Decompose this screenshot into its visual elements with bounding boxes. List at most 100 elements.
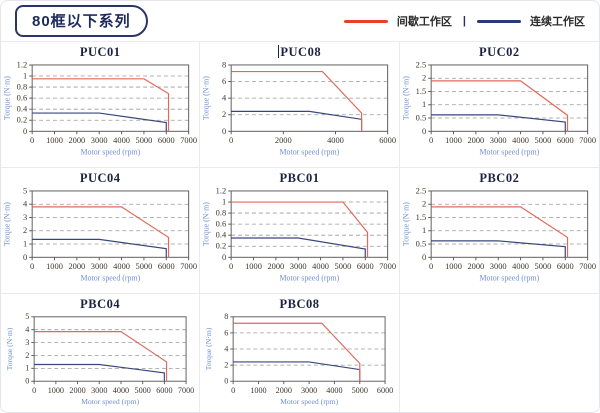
svg-text:Motor speed (rpm): Motor speed (rpm) xyxy=(80,274,140,283)
svg-text:1000: 1000 xyxy=(445,136,462,145)
svg-text:Torque (N·m): Torque (N·m) xyxy=(2,76,11,120)
svg-text:0: 0 xyxy=(23,253,27,262)
svg-text:2000: 2000 xyxy=(68,136,85,145)
svg-text:6000: 6000 xyxy=(158,262,175,271)
svg-text:7000: 7000 xyxy=(379,262,396,271)
svg-text:7000: 7000 xyxy=(180,262,197,271)
chart-title: PUC08 xyxy=(277,45,321,60)
svg-text:4: 4 xyxy=(23,200,28,209)
legend: 间歇工作区 | 连续工作区 xyxy=(343,13,585,29)
svg-text:3000: 3000 xyxy=(290,262,307,271)
svg-text:6000: 6000 xyxy=(377,386,393,395)
svg-text:0: 0 xyxy=(32,386,36,395)
svg-text:6000: 6000 xyxy=(158,136,175,145)
legend-separator: | xyxy=(462,15,466,27)
svg-text:2000: 2000 xyxy=(467,262,484,271)
svg-text:3: 3 xyxy=(23,213,27,222)
svg-text:0: 0 xyxy=(30,136,34,145)
svg-text:0: 0 xyxy=(222,127,226,136)
svg-text:7000: 7000 xyxy=(579,136,596,145)
svg-text:Torque (N·m): Torque (N·m) xyxy=(401,76,410,120)
chart-pbc01: PBC01 0 1000 2000 3000 4000 5000 6000 7000 0 0.2 0… xyxy=(200,168,400,294)
svg-text:5000: 5000 xyxy=(134,386,150,395)
svg-text:0.6: 0.6 xyxy=(216,220,227,229)
svg-text:0: 0 xyxy=(229,136,233,145)
svg-text:3: 3 xyxy=(25,338,29,347)
chart-grid: PUC01 0 1000 2000 3000 4000 5000 6000 7000 0 0.2 0… xyxy=(1,41,599,412)
text-cursor xyxy=(277,45,280,58)
svg-text:Torque (N·m): Torque (N·m) xyxy=(204,327,213,370)
svg-text:0.5: 0.5 xyxy=(416,114,427,123)
svg-text:1000: 1000 xyxy=(46,262,63,271)
svg-text:0.2: 0.2 xyxy=(16,116,27,125)
svg-text:2: 2 xyxy=(25,351,29,360)
svg-text:2000: 2000 xyxy=(69,386,85,395)
svg-text:1: 1 xyxy=(23,71,27,80)
svg-text:5000: 5000 xyxy=(135,136,152,145)
chart-title: PBC08 xyxy=(279,297,320,311)
svg-text:1000: 1000 xyxy=(245,262,262,271)
torque-speed-plot: 0 1000 2000 3000 4000 5000 6000 7000 0 0.5 1 1.5 2 2.… xyxy=(401,186,596,282)
chart-title: PBC01 xyxy=(279,171,320,185)
svg-text:Torque (N·m): Torque (N·m) xyxy=(201,202,210,246)
svg-text:0.5: 0.5 xyxy=(416,240,427,249)
svg-text:4000: 4000 xyxy=(512,136,529,145)
series-tag: 80框以下系列 xyxy=(15,5,148,37)
svg-text:1000: 1000 xyxy=(445,262,462,271)
svg-text:Motor speed (rpm): Motor speed (rpm) xyxy=(479,148,539,157)
svg-text:4000: 4000 xyxy=(112,386,128,395)
svg-text:6: 6 xyxy=(224,328,228,337)
svg-text:1000: 1000 xyxy=(250,386,266,395)
torque-speed-plot: 0 1000 2000 3000 4000 5000 6000 0 2 4 6 8 Motor spee… xyxy=(204,312,393,406)
svg-text:1.2: 1.2 xyxy=(216,186,227,195)
chart-pbc02: PBC02 0 1000 2000 3000 4000 5000 6000 7000 0 0.5 1… xyxy=(399,168,599,294)
svg-text:2000: 2000 xyxy=(467,136,484,145)
svg-text:6000: 6000 xyxy=(156,386,172,395)
svg-text:5000: 5000 xyxy=(534,262,551,271)
svg-text:2: 2 xyxy=(222,110,226,119)
svg-text:0.2: 0.2 xyxy=(216,242,227,251)
svg-text:2.5: 2.5 xyxy=(416,60,427,69)
svg-text:Torque (N·m): Torque (N·m) xyxy=(201,76,210,120)
svg-text:4000: 4000 xyxy=(312,262,329,271)
svg-text:0: 0 xyxy=(429,262,433,271)
svg-text:0: 0 xyxy=(422,127,426,136)
chart-puc01: PUC01 0 1000 2000 3000 4000 5000 6000 7000 0 0.2 0… xyxy=(1,42,201,168)
svg-text:2: 2 xyxy=(23,226,27,235)
svg-text:5: 5 xyxy=(23,186,27,195)
svg-text:1.5: 1.5 xyxy=(416,213,427,222)
svg-text:2000: 2000 xyxy=(68,262,85,271)
svg-text:4000: 4000 xyxy=(326,386,342,395)
legend-line-continuous xyxy=(477,19,521,23)
svg-text:0: 0 xyxy=(222,253,226,262)
chart-puc04: PUC04 0 1000 2000 3000 4000 5000 6000 7000 0 1 2 3 4… xyxy=(1,168,201,294)
svg-text:Motor speed (rpm): Motor speed (rpm) xyxy=(280,397,339,406)
svg-text:4000: 4000 xyxy=(113,136,130,145)
svg-text:0.8: 0.8 xyxy=(16,83,27,92)
svg-text:0: 0 xyxy=(30,262,34,271)
svg-text:6: 6 xyxy=(222,77,226,86)
svg-text:1: 1 xyxy=(422,226,426,235)
chart-title: PBC02 xyxy=(479,171,520,185)
svg-text:1: 1 xyxy=(222,197,226,206)
svg-text:6000: 6000 xyxy=(379,136,396,145)
svg-text:7000: 7000 xyxy=(579,262,596,271)
svg-text:4: 4 xyxy=(222,94,227,103)
chart-title: PBC04 xyxy=(80,297,121,311)
empty-cell xyxy=(400,294,599,412)
svg-text:0: 0 xyxy=(231,386,235,395)
svg-text:0.8: 0.8 xyxy=(216,209,227,218)
svg-text:Torque (N·m): Torque (N·m) xyxy=(5,327,14,370)
torque-speed-plot: 0 1000 2000 3000 4000 5000 6000 7000 0 0.2 0.4 0.6 0… xyxy=(201,186,396,282)
svg-text:4000: 4000 xyxy=(113,262,130,271)
chart-puc08: PUC08 0 2000 4000 6000 0 2 4 6 8 Motor speed (rpm… xyxy=(200,42,400,168)
svg-text:3000: 3000 xyxy=(301,386,317,395)
torque-speed-plot: 0 1000 2000 3000 4000 5000 6000 7000 0 0.5 1 1.5 2 2.… xyxy=(401,60,596,157)
svg-text:2000: 2000 xyxy=(275,136,292,145)
svg-text:8: 8 xyxy=(222,60,226,69)
svg-text:6000: 6000 xyxy=(557,136,574,145)
svg-text:Torque (N·m): Torque (N·m) xyxy=(2,202,11,246)
legend-label-intermittent: 间歇工作区 xyxy=(396,16,452,28)
svg-text:4: 4 xyxy=(25,325,29,334)
